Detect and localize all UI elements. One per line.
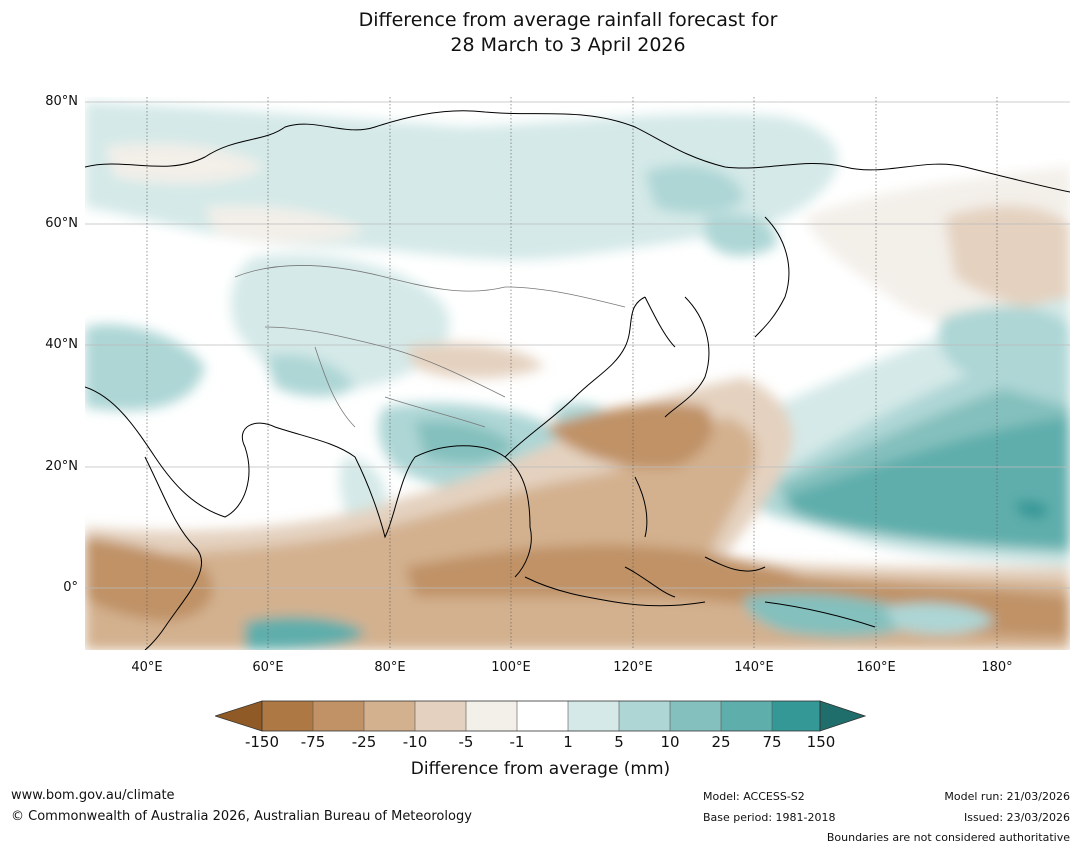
colorbar-tick: -25	[351, 733, 377, 751]
lat-label-60n: 60°N	[45, 216, 78, 231]
colorbar-bin-10	[721, 701, 772, 731]
colorbar-bin-9	[670, 701, 721, 731]
colorbar-bin-8	[619, 701, 670, 731]
lon-label-80e: 80°E	[374, 660, 406, 675]
colorbar-tick: 5	[614, 733, 624, 751]
colorbar-bin-3	[364, 701, 415, 731]
model-name: Model: ACCESS-S2	[703, 790, 805, 803]
colorbar-bin-7	[568, 701, 619, 731]
lat-label-0: 0°	[63, 580, 78, 595]
lat-label-40n: 40°N	[45, 337, 78, 352]
colorbar	[215, 700, 866, 732]
model-run-date: Model run: 21/03/2026	[944, 790, 1070, 803]
lon-label-40e: 40°E	[131, 660, 163, 675]
lon-label-180: 180°	[981, 660, 1013, 675]
colorbar-extend-high	[819, 700, 866, 732]
colorbar-bin-2	[313, 701, 364, 731]
colorbar-bin-4	[415, 701, 466, 731]
coastlines	[85, 110, 1070, 650]
colorbar-tick: 25	[711, 733, 731, 751]
lon-label-160e: 160°E	[856, 660, 896, 675]
colorbar-tick: 1	[563, 733, 573, 751]
lat-label-20n: 20°N	[45, 459, 78, 474]
colorbar-tick: -5	[458, 733, 474, 751]
lon-label-60e: 60°E	[252, 660, 284, 675]
base-period: Base period: 1981-2018	[703, 811, 836, 824]
colorbar-tick: -1	[509, 733, 525, 751]
issued-date: Issued: 23/03/2026	[963, 811, 1070, 824]
colorbar-bin-1	[262, 701, 313, 731]
colorbar-title: Difference from average (mm)	[410, 759, 671, 779]
title-line-1: Difference from average rainfall forecas…	[358, 9, 778, 31]
lon-label-120e: 120°E	[613, 660, 653, 675]
colorbar-tick: 10	[660, 733, 680, 751]
country-borders	[234, 265, 626, 428]
colorbar-extend-low	[215, 700, 263, 732]
colorbar-bin-6	[517, 701, 568, 731]
colorbar-tick: -150	[244, 733, 280, 751]
colorbar-bin-11	[772, 701, 820, 731]
website-link[interactable]: www.bom.gov.au/climate	[11, 788, 175, 803]
title-line-2: 28 March to 3 April 2026	[450, 34, 686, 56]
meridians	[146, 97, 998, 650]
lon-label-140e: 140°E	[734, 660, 774, 675]
rainfall-anomaly-map	[85, 97, 1070, 650]
colorbar-tick: 75	[762, 733, 782, 751]
boundary-disclaimer: Boundaries are not considered authoritat…	[826, 831, 1070, 844]
lon-label-100e: 100°E	[491, 660, 531, 675]
map-title: Difference from average rainfall forecas…	[0, 8, 1081, 58]
colorbar-tick: -10	[402, 733, 428, 751]
anomaly-field	[85, 102, 1070, 650]
lat-label-80n: 80°N	[45, 94, 78, 109]
colorbar-tick: -75	[300, 733, 326, 751]
colorbar-bin-5	[466, 701, 517, 731]
copyright-text: © Commonwealth of Australia 2026, Austra…	[11, 809, 472, 824]
colorbar-tick: 150	[806, 733, 836, 751]
